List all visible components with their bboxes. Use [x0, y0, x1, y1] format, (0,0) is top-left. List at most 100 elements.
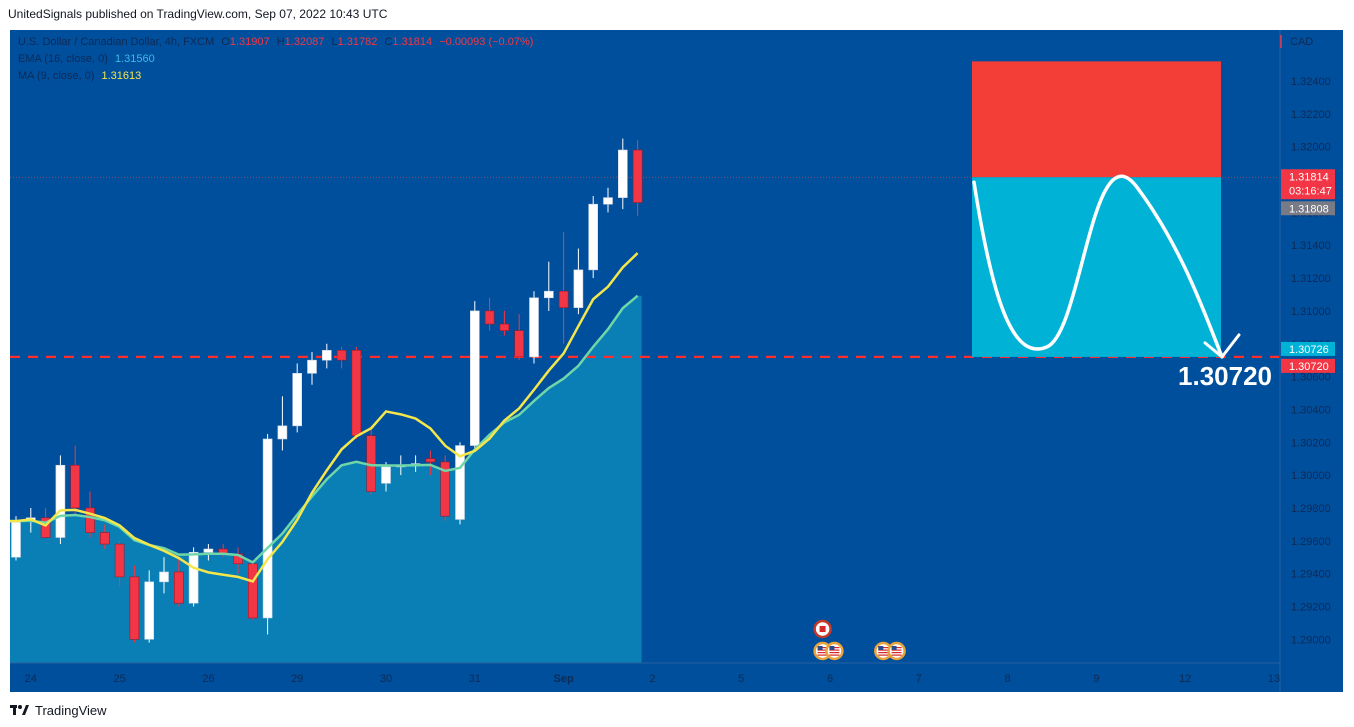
footer-brand: TradingView [35, 702, 107, 718]
flag-stripe [891, 652, 902, 654]
time-tick-label: Sep [554, 673, 574, 685]
candle-body [469, 310, 480, 446]
candle-body [632, 149, 643, 203]
candle-body [144, 581, 154, 640]
legend-ma-label: MA (9, close, 0) [18, 70, 95, 82]
flag-stripe [829, 654, 840, 656]
us-event-flag-icon [887, 641, 906, 661]
flag-stripe [891, 654, 902, 656]
price-tick-label: 1.32000 [1291, 142, 1331, 154]
legend-symbol-line: U.S. Dollar / Canadian Dollar, 4h, FXCM … [18, 36, 533, 48]
flag-stripe [878, 652, 889, 654]
axis-price-tag-text: 1.31814 [1289, 171, 1329, 183]
candle-body [440, 461, 451, 517]
axis-price-tag [1281, 341, 1335, 356]
stop-loss-zone [972, 61, 1221, 178]
publisher-line: UnitedSignals published on TradingView.c… [8, 7, 388, 21]
price-tick-label: 1.31200 [1291, 273, 1331, 285]
candle-body [529, 297, 539, 358]
legend-ema-value: 1.31560 [114, 53, 155, 65]
time-tick-label: 29 [291, 673, 303, 685]
legend-ma-value: 1.31613 [101, 70, 142, 82]
time-tick-label: 6 [827, 673, 833, 685]
candle-body [499, 323, 510, 331]
candle-body [588, 203, 599, 271]
axis-countdown-text: 03:16:47 [1289, 185, 1332, 197]
candle-body [11, 520, 21, 558]
candle-body [70, 464, 80, 509]
price-tick-label: 1.29000 [1291, 634, 1331, 646]
time-tick-label: 8 [1005, 673, 1011, 685]
legend-low: L1.31782 [331, 36, 378, 48]
candle-body [381, 466, 391, 484]
candle-body [40, 517, 51, 538]
price-tick-label: 1.29600 [1291, 536, 1331, 548]
ma-line [10, 252, 639, 583]
candle-body [484, 310, 495, 325]
candle-body [321, 350, 332, 361]
candle-body [336, 350, 347, 361]
price-tick-label: 1.29800 [1291, 503, 1331, 515]
price-tick-label: 1.32200 [1291, 109, 1331, 121]
tradingview-footer: TradingView [10, 701, 107, 719]
legend-ema-label: EMA (16, close, 0) [18, 53, 108, 65]
price-tick-label: 1.30200 [1291, 437, 1331, 449]
projected-path-arrowhead [1203, 333, 1241, 359]
candle-body [100, 532, 110, 545]
flag-stripe [817, 654, 828, 656]
candle-body [129, 576, 140, 640]
axis-price-tag-text: 1.30720 [1289, 361, 1329, 373]
flag-canton [817, 646, 823, 650]
candle-body [558, 290, 569, 308]
candle-body [307, 359, 317, 374]
price-tick-label: 1.30400 [1291, 404, 1331, 416]
price-tick-label: 1.29200 [1291, 601, 1331, 613]
candle-body [114, 543, 125, 578]
canada-event-flag-icon [813, 619, 832, 639]
candle-body [573, 269, 584, 308]
us-event-flag-icon [874, 641, 893, 661]
time-tick-label: 31 [469, 673, 481, 685]
projected-path-arrow [972, 174, 1224, 359]
flag-stripe [829, 652, 840, 654]
price-tick-label: 1.30000 [1291, 470, 1331, 482]
flag-stripe [878, 649, 889, 651]
us-event-flag-icon [825, 641, 844, 661]
axis-price-tag [1281, 358, 1335, 373]
flag-canton [891, 646, 897, 650]
price-tick-label: 1.29400 [1291, 569, 1331, 581]
flag-stripe [817, 652, 828, 654]
time-tick-label: 7 [916, 673, 922, 685]
flag-badge [825, 641, 844, 661]
ema-line [10, 294, 639, 564]
legend-high: H1.32087 [276, 36, 325, 48]
flag-stripe [817, 649, 828, 651]
time-tick-label: 9 [1093, 673, 1099, 685]
time-tick-label: 24 [25, 673, 37, 685]
time-tick-label: 13 [1268, 673, 1280, 685]
candle-body [248, 563, 258, 619]
candle-body [351, 350, 362, 437]
legend-ma-line: MA (9, close, 0) 1.31613 [18, 70, 141, 82]
candle-body [455, 445, 465, 520]
candle-body [514, 330, 525, 358]
flag-stripe [891, 649, 902, 651]
legend-symbol: U.S. Dollar / Canadian Dollar, 4h, FXCM [18, 36, 215, 48]
candle-body [203, 548, 214, 553]
time-tick-label: 30 [380, 673, 392, 685]
maple-leaf-mark [819, 626, 826, 632]
candle-body [603, 197, 613, 205]
axis-price-tag [1281, 201, 1335, 216]
flag-canton [829, 646, 835, 650]
ema-area-fill [10, 295, 642, 663]
flag-badge [887, 641, 906, 661]
time-tick-label: 25 [113, 673, 125, 685]
candle-body [159, 571, 169, 583]
candle-body [277, 425, 288, 440]
legend-change: −0.00093 (−0.07%) [439, 36, 534, 48]
flag-canton [878, 646, 884, 650]
tradingview-logo-icon [10, 705, 29, 715]
candle-body [543, 290, 554, 299]
candle-body [174, 571, 184, 604]
